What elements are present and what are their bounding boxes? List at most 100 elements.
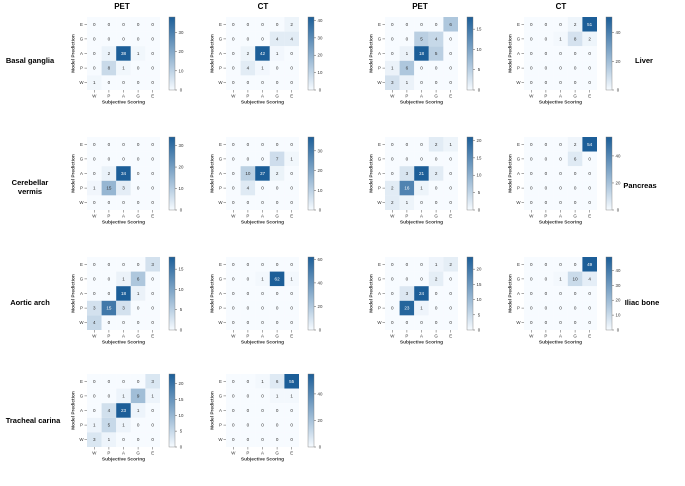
pancreas-ct-cell-label-r3-c4: 0: [588, 186, 591, 191]
tracheal-carina-pet-cell-r1-c0: [87, 388, 102, 404]
tracheal-carina-pet-colorbar-tick-label-0: 0: [180, 445, 183, 450]
iliac-bone-ct-cell-r1-c4: [582, 271, 597, 287]
cerebellar-vermis-pet-cell-label-r1-c2: 0: [122, 156, 125, 161]
liver-ct-cell-label-r2-c4: 0: [588, 51, 591, 56]
column-header-ct-left: CT: [257, 2, 269, 11]
aortic-arch-pet-cell-r2-c4: [145, 286, 160, 301]
tracheal-carina-pet-ytick-label-2: A: [80, 408, 83, 413]
basal-ganglia-pet-cell-r2-c2: [116, 46, 131, 61]
liver-ct-cell-r4-c0: [524, 75, 539, 90]
pancreas-ct-cell-label-r3-c0: 0: [530, 186, 533, 191]
aortic-arch-pet-cell-label-r2-c1: 0: [108, 291, 111, 296]
cerebellar-vermis-pet-cell-r0-c0: [87, 137, 102, 152]
aortic-arch-pet-cell-r2-c0: [87, 286, 102, 301]
tracheal-carina-pet-cell-r4-c1: [101, 432, 117, 447]
iliac-bone-pet-cell-label-r0-c3: 1: [435, 262, 438, 267]
basal-ganglia-ct-xtick-label-2: A: [261, 94, 264, 99]
tracheal-carina-ct-cell-r3-c0: [226, 417, 241, 433]
pancreas-pet-cell-label-r0-c3: 2: [435, 142, 438, 147]
cerebellar-vermis-pet-cell-r3-c3: [130, 180, 146, 196]
cerebellar-vermis-pet-cell-r0-c4: [145, 137, 160, 152]
tracheal-carina-pet-ytick-label-4: W: [79, 437, 84, 442]
iliac-bone-ct-xtick-label-0: W: [529, 334, 534, 339]
liver-ct-cell-r0-c1: [538, 17, 554, 32]
liver-ct-cell-r3-c1: [538, 60, 554, 76]
cerebellar-vermis-pet-cell-label-r3-c0: 1: [93, 186, 96, 191]
iliac-bone-pet-ytick-label-4: W: [377, 320, 382, 325]
liver-ct-ytick-label-4: W: [516, 80, 521, 85]
basal-ganglia-pet-cell-label-r1-c3: 0: [137, 36, 140, 41]
liver-ct-cell-r0-c2: [553, 17, 568, 32]
tracheal-carina-ct-cell-label-r0-c4: 55: [289, 379, 295, 384]
liver-pet-cell-label-r4-c3: 0: [435, 80, 438, 85]
cerebellar-vermis-ct-cell-label-r3-c0: 0: [232, 186, 235, 191]
iliac-bone-pet-xtick-label-3: G: [434, 334, 438, 339]
pancreas-pet-cell-label-r2-c2: 21: [419, 171, 425, 176]
pancreas-pet-cell-r0-c4: [443, 137, 458, 152]
pancreas-pet-cell-r2-c0: [385, 166, 400, 181]
basal-ganglia-pet-xlabel: Subjective Scoring: [102, 100, 145, 106]
basal-ganglia-ct-cell-r3-c0: [226, 60, 241, 76]
basal-ganglia-pet-colorbar-tick-label-0: 0: [180, 88, 183, 93]
cerebellar-vermis-pet-xtick-label-1: P: [107, 214, 110, 219]
basal-ganglia-pet-ylabel: Model Prediction: [71, 34, 77, 73]
basal-ganglia-pet-cell-r3-c2: [116, 60, 131, 76]
basal-ganglia-ct-cell-r0-c0: [226, 17, 241, 32]
liver-pet-xtick-label-3: G: [434, 94, 438, 99]
cerebellar-vermis-pet-cell-label-r2-c1: 2: [108, 171, 111, 176]
liver-ct-colorbar-tick-label-0: 0: [617, 88, 620, 93]
basal-ganglia-ct-colorbar-tick-label-1: 10: [318, 70, 323, 75]
tracheal-carina-ct-xtick-label-0: W: [231, 451, 236, 456]
cerebellar-vermis-pet-cell-r3-c2: [116, 180, 131, 196]
aortic-arch-pet-xtick-label-4: E: [151, 334, 154, 339]
tracheal-carina-pet-cell-label-r3-c3: 0: [137, 423, 140, 428]
pancreas-pet-cell-label-r1-c3: 0: [435, 156, 438, 161]
liver-pet-cell-label-r0-c3: 0: [435, 22, 438, 27]
iliac-bone-pet-cell-label-r1-c3: 2: [435, 276, 438, 281]
basal-ganglia-ct-cell-label-r2-c4: 0: [290, 51, 293, 56]
tracheal-carina-pet-cell-r2-c0: [87, 403, 102, 418]
liver-pet-cell-r0-c3: [428, 17, 444, 32]
basal-ganglia-pet-xtick-label-3: G: [136, 94, 140, 99]
cerebellar-vermis-ct-xtick-label-2: A: [261, 214, 264, 219]
aortic-arch-pet-cell-r0-c1: [101, 257, 117, 272]
cerebellar-vermis-ct-cell-label-r2-c2: 37: [260, 171, 266, 176]
basal-ganglia-ct-cell-label-r3-c1: 4: [247, 66, 250, 71]
basal-ganglia-pet-ytick-label-4: W: [79, 80, 84, 85]
tracheal-carina-pet-ytick-label-1: G: [80, 393, 84, 398]
aortic-arch-ct-cell-r0-c3: [269, 257, 285, 272]
liver-pet-cell-label-r3-c2: 0: [420, 66, 423, 71]
basal-ganglia-pet-cell-label-r0-c0: 0: [93, 22, 96, 27]
iliac-bone-pet-cell-label-r1-c0: 0: [391, 276, 394, 281]
iliac-bone-ct-cell-label-r1-c0: 0: [530, 276, 533, 281]
basal-ganglia-ct-ytick-label-1: G: [219, 36, 223, 41]
cerebellar-vermis-pet-xtick-label-0: W: [92, 214, 97, 219]
tracheal-carina-ct-cell-r2-c3: [269, 403, 285, 418]
liver-pet-cell-r0-c1: [399, 17, 415, 32]
cerebellar-vermis-pet-cell-r3-c4: [145, 180, 160, 196]
liver-pet-cell-label-r2-c2: 18: [419, 51, 425, 56]
tracheal-carina-ct-cell-label-r4-c4: 0: [290, 437, 293, 442]
tracheal-carina-pet-cell-label-r1-c0: 0: [93, 393, 96, 398]
pancreas-ct-cell-label-r4-c3: 0: [574, 200, 577, 205]
basal-ganglia-pet-cell-label-r3-c4: 0: [151, 66, 154, 71]
cerebellar-vermis-ct-cell-label-r1-c2: 0: [261, 156, 264, 161]
aortic-arch-ct-ylabel: Model Prediction: [210, 274, 216, 313]
basal-ganglia-pet-cell-label-r0-c4: 0: [151, 22, 154, 27]
iliac-bone-ct-cell-label-r2-c0: 0: [530, 291, 533, 296]
pancreas-ct-cell-r1-c0: [524, 151, 539, 167]
basal-ganglia-ct-xtick-label-3: G: [275, 94, 279, 99]
tracheal-carina-ct-cell-r3-c1: [240, 417, 256, 433]
basal-ganglia-ct-cell-r0-c3: [269, 17, 285, 32]
iliac-bone-pet-cell-r2-c4: [443, 286, 458, 301]
basal-ganglia-ct-cell-r3-c4: [284, 60, 299, 76]
tracheal-carina-ct-cell-r1-c0: [226, 388, 241, 404]
aortic-arch-ct-cell-r4-c2: [255, 315, 270, 330]
liver-ct-cell-label-r1-c4: 2: [588, 36, 591, 41]
cerebellar-vermis-ct-colorbar-tick-label-0: 0: [319, 208, 322, 213]
iliac-bone-pet-xtick-label-4: E: [449, 334, 452, 339]
iliac-bone-ct-cell-r3-c3: [567, 300, 583, 316]
iliac-bone-ct-cell-r2-c4: [582, 286, 597, 301]
aortic-arch-ct-cell-r3-c2: [255, 300, 270, 316]
